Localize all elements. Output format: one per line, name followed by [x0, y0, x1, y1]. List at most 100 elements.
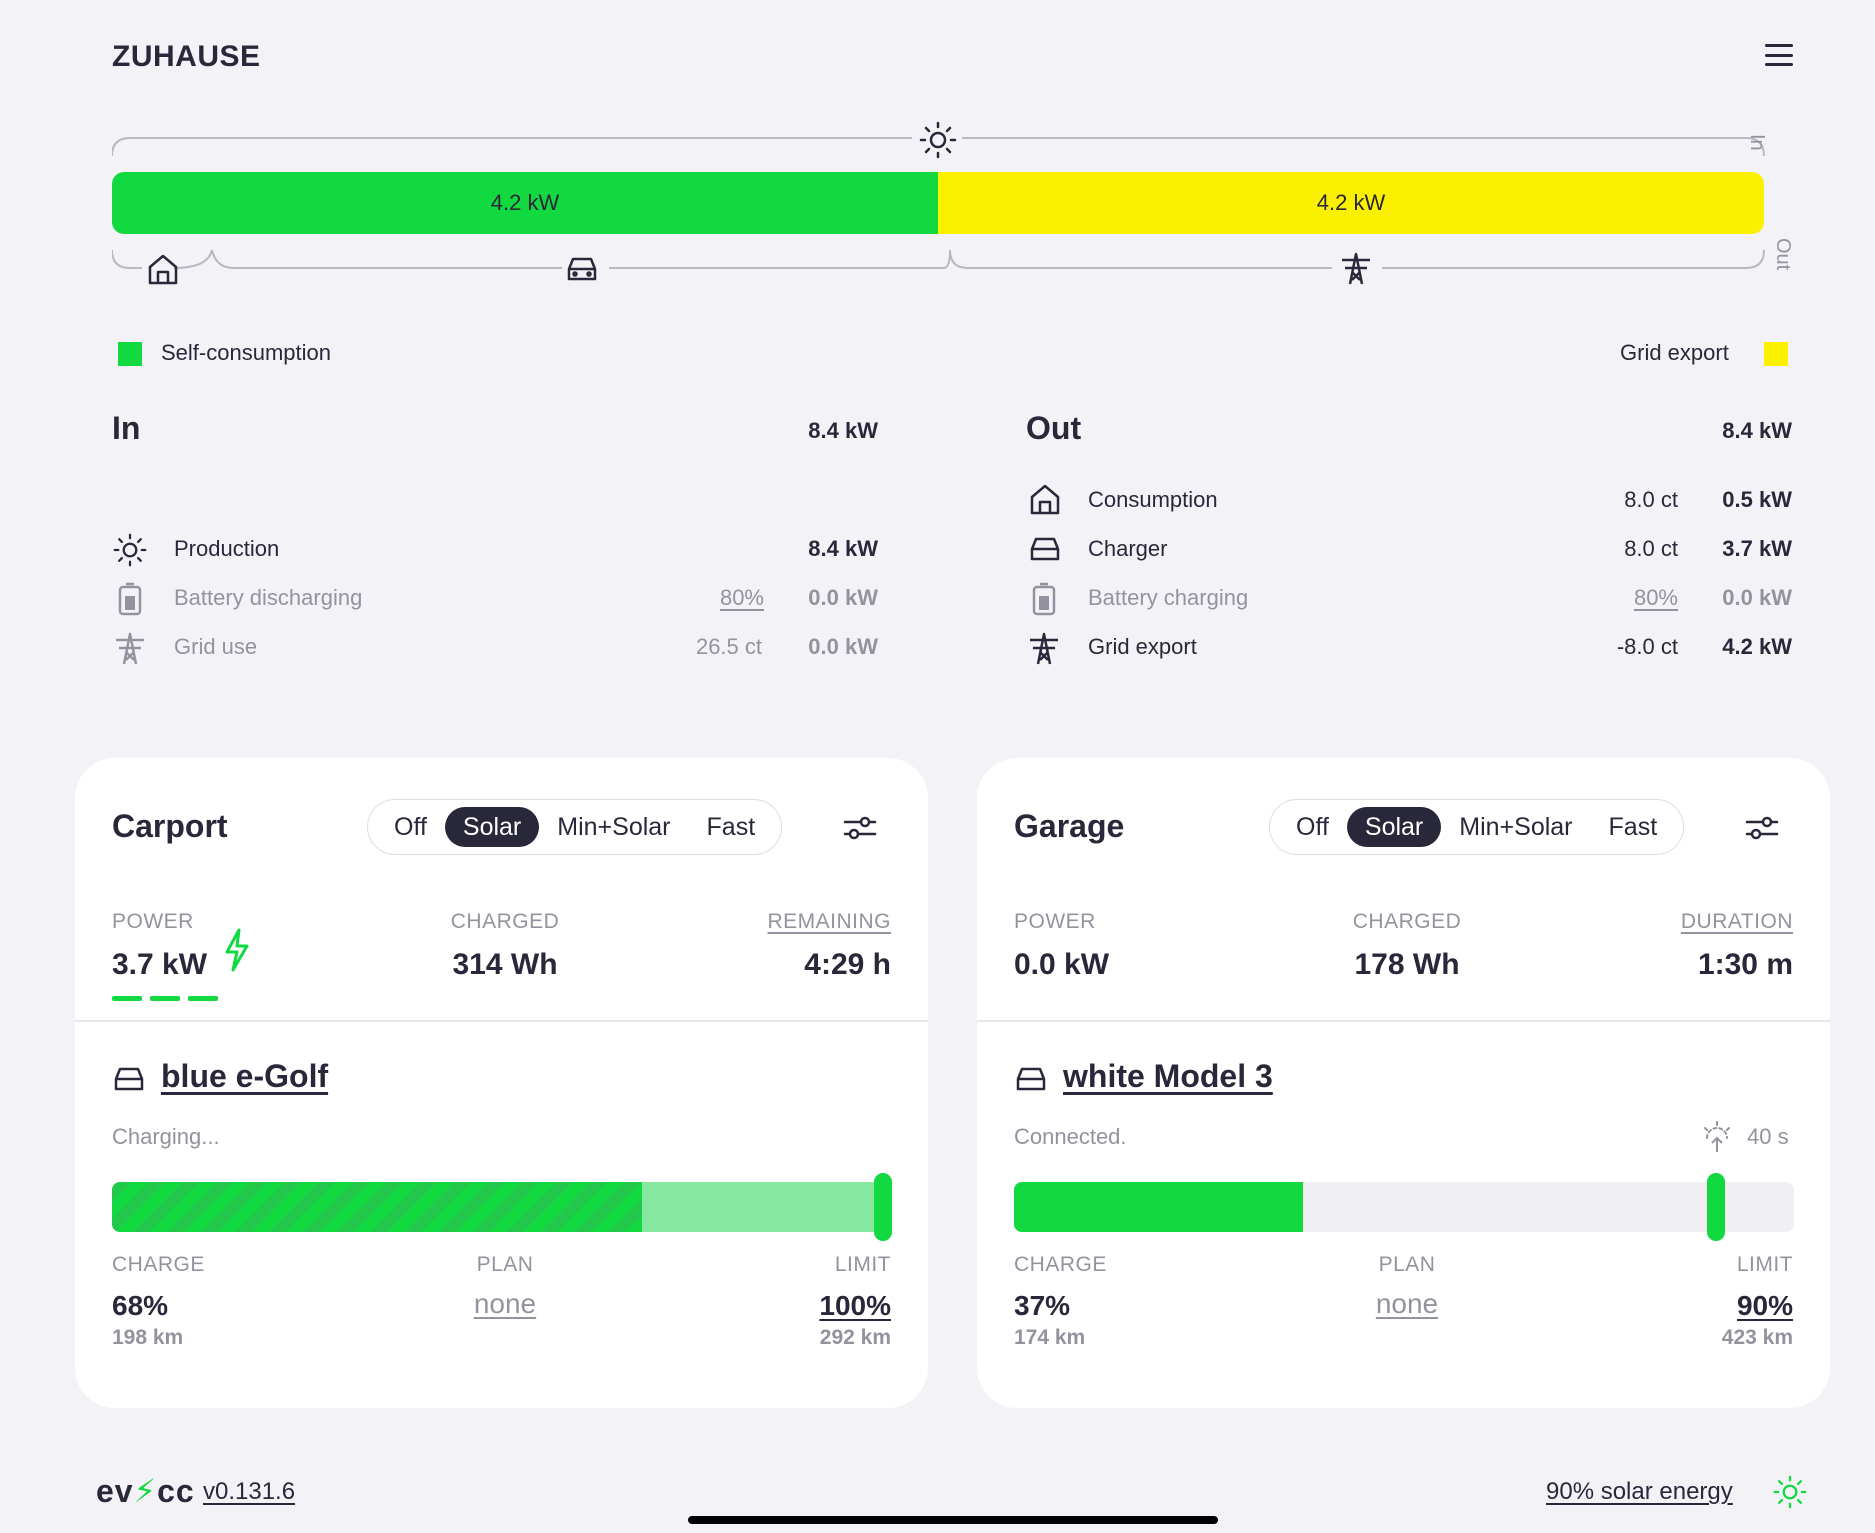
battery-charging-soc[interactable]: 80%: [1633, 585, 1678, 610]
vehicle-name[interactable]: white Model 3: [1063, 1058, 1273, 1094]
divider: [75, 1020, 928, 1022]
battery-icon: [118, 582, 142, 616]
power-label: POWER: [112, 910, 194, 933]
charger-value: 3.7 kW: [1722, 536, 1792, 561]
self-consumption-segment: 4.2 kW: [112, 172, 938, 234]
power-label: POWER: [1014, 910, 1096, 933]
grid-use-price: 26.5 ct: [695, 634, 762, 659]
limit-value[interactable]: 90%: [1736, 1290, 1793, 1321]
loadpoint-title: Carport: [112, 808, 228, 844]
charge-value: 37%: [1014, 1290, 1071, 1321]
grid-tower-icon: [1030, 632, 1058, 665]
mode-minsolar-button[interactable]: Min+Solar: [557, 812, 671, 841]
vehicle-name[interactable]: blue e-Golf: [161, 1058, 329, 1094]
car-icon: [1016, 1067, 1046, 1091]
sun-icon: [113, 533, 147, 567]
hamburger-menu-icon[interactable]: [1765, 44, 1793, 66]
grid-use-value: 0.0 kW: [808, 634, 878, 659]
battery-charging-label: Battery charging: [1088, 585, 1249, 610]
limit-range: 292 km: [819, 1326, 891, 1349]
charged-label: CHARGED: [1352, 910, 1462, 933]
mode-solar-button[interactable]: Solar: [444, 807, 540, 847]
grid-export-label: Grid export: [1088, 634, 1197, 659]
version-link[interactable]: v0.131.6: [203, 1478, 296, 1505]
settings-sliders-icon[interactable]: [1745, 814, 1779, 842]
grid-export-value: 4.2 kW: [1722, 634, 1792, 659]
charge-label: CHARGE: [1014, 1253, 1107, 1276]
grid-export-price: -8.0 ct: [1616, 634, 1678, 659]
vehicle-status: Connected.: [1014, 1124, 1127, 1149]
settings-sliders-icon[interactable]: [843, 814, 877, 842]
limit-slider-handle[interactable]: [874, 1173, 892, 1241]
in-title: In: [112, 410, 141, 446]
remaining-label[interactable]: REMAINING: [767, 910, 891, 933]
flow-in-label: In: [1746, 134, 1768, 151]
battery-discharging-soc[interactable]: 80%: [719, 585, 764, 610]
consumption-label: Consumption: [1088, 487, 1218, 512]
power-value: 3.7 kW: [112, 948, 208, 981]
divider: [977, 1020, 1830, 1022]
mode-selector: Off Solar Min+Solar Fast: [367, 799, 783, 855]
home-icon: [148, 254, 178, 285]
vehicle-status: Charging...: [112, 1124, 220, 1149]
mode-off-button[interactable]: Off: [394, 812, 427, 841]
car-icon: [114, 1067, 144, 1091]
plan-button[interactable]: none: [1375, 1288, 1439, 1319]
limit-label: LIMIT: [1736, 1253, 1793, 1276]
battery-discharging-label: Battery discharging: [174, 585, 363, 610]
mode-fast-button[interactable]: Fast: [1608, 812, 1658, 841]
plan-button[interactable]: none: [473, 1288, 537, 1319]
home-indicator: [688, 1516, 1218, 1524]
charging-indicator: [112, 996, 218, 1001]
mode-minsolar-button[interactable]: Min+Solar: [1459, 812, 1573, 841]
limit-range: 423 km: [1721, 1326, 1793, 1349]
loadpoint-card-carport: Carport Off Solar Min+Solar Fast POWER 3…: [75, 758, 928, 1408]
evcc-logo[interactable]: ev⚡cc: [96, 1473, 195, 1509]
charged-value: 314 Wh: [452, 948, 558, 981]
loadpoint-card-garage: Garage Off Solar Min+Solar Fast POWER 0.…: [977, 758, 1830, 1408]
self-consumption-value: 4.2 kW: [490, 190, 560, 215]
charge-label: CHARGE: [112, 1253, 205, 1276]
energyflow-bar: 4.2 kW 4.2 kW: [112, 172, 1764, 234]
plan-label: PLAN: [1378, 1253, 1436, 1276]
plan-label: PLAN: [476, 1253, 534, 1276]
consumption-value: 0.5 kW: [1722, 487, 1792, 512]
power-value: 0.0 kW: [1014, 948, 1110, 981]
sun-icon: [919, 121, 957, 159]
mode-selector: Off Solar Min+Solar Fast: [1269, 799, 1685, 855]
out-total: 8.4 kW: [1722, 418, 1792, 443]
sun-icon: [1773, 1475, 1807, 1509]
self-consumption-legend: Self-consumption: [161, 340, 331, 365]
mode-fast-button[interactable]: Fast: [706, 812, 756, 841]
charge-fill: [1014, 1182, 1303, 1232]
production-value: 8.4 kW: [808, 536, 878, 561]
charged-value: 178 Wh: [1354, 948, 1460, 981]
self-consumption-legend-swatch: [118, 342, 142, 366]
sun-timer-icon: [1704, 1121, 1730, 1152]
grid-use-label: Grid use: [174, 634, 258, 659]
solar-energy-link[interactable]: 90% solar energy: [1546, 1478, 1733, 1505]
out-title: Out: [1026, 410, 1082, 446]
grid-export-legend-swatch: [1764, 342, 1788, 366]
grid-export-segment: 4.2 kW: [938, 172, 1764, 234]
mode-off-button[interactable]: Off: [1296, 812, 1329, 841]
energyflow-brackets: [112, 137, 1765, 269]
grid-tower-icon: [1342, 252, 1370, 285]
battery-discharging-value: 0.0 kW: [808, 585, 878, 610]
limit-value[interactable]: 100%: [819, 1290, 891, 1321]
grid-export-value: 4.2 kW: [1316, 190, 1386, 215]
timer-value: 40 s: [1747, 1124, 1789, 1149]
duration-label[interactable]: DURATION: [1680, 910, 1793, 933]
charge-value: 68%: [112, 1290, 169, 1321]
production-label: Production: [174, 536, 280, 561]
duration-value: 1:30 m: [1697, 948, 1793, 981]
soc-bar: [112, 1182, 892, 1232]
mode-solar-button[interactable]: Solar: [1346, 807, 1442, 847]
battery-charging-value: 0.0 kW: [1722, 585, 1792, 610]
car-icon: [567, 257, 597, 281]
home-icon: [1030, 484, 1060, 515]
soc-bar: [1014, 1182, 1794, 1232]
limit-slider-handle[interactable]: [1707, 1173, 1725, 1241]
loadpoint-title: Garage: [1014, 808, 1125, 844]
remaining-value: 4:29 h: [804, 948, 891, 981]
